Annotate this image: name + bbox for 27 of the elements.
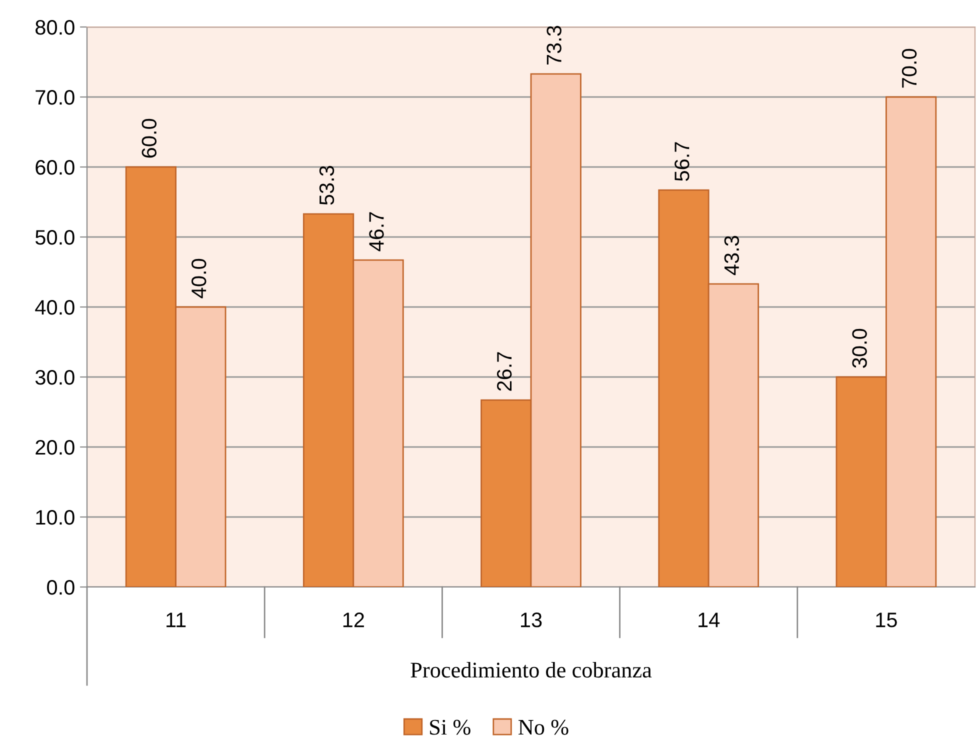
data-label: 46.7 [369,212,384,252]
x-tick-label: 15 [876,612,897,628]
data-label: 73.3 [546,26,562,64]
y-tick-label: 70.0 [36,90,74,105]
y-tick-label: 30.0 [35,370,74,385]
y-tick-label: 50.0 [35,230,74,245]
data-label: 30.0 [852,328,867,368]
x-tick-label: 13 [521,612,542,628]
y-tick-label: 60.0 [36,160,74,175]
data-label: 26.7 [496,352,512,391]
data-label: 60.0 [142,118,157,158]
y-tick-label: 20.0 [36,440,74,455]
y-tick-label: 10.0 [36,510,74,525]
y-tick-label: 80.0 [36,20,74,35]
legend-label: No % [518,720,568,735]
y-tick-label: 40.0 [35,300,74,315]
x-tick-label: 14 [698,612,720,628]
x-tick-label: 12 [343,612,364,628]
y-tick-label: 0.0 [47,580,74,595]
data-label: 70.0 [902,48,917,88]
x-axis-title: Procedimiento de cobranza [410,662,652,678]
data-label: 43.3 [724,236,740,276]
data-label: 40.0 [192,258,206,298]
data-label: 53.3 [319,166,334,205]
legend-label: Si % [430,720,470,735]
x-tick-label: 11 [166,612,186,628]
data-label: 56.7 [674,142,690,181]
